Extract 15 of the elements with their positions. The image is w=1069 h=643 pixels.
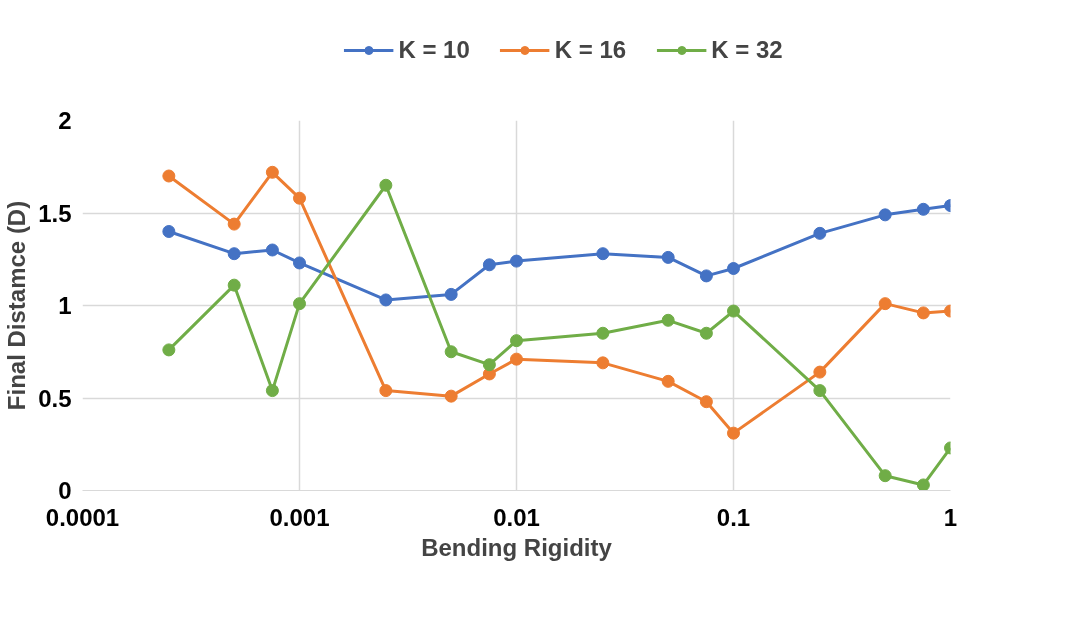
legend-label: K = 32: [711, 36, 783, 64]
y-tick-label: 1: [58, 292, 72, 319]
y-tick-label: 0.5: [38, 384, 72, 412]
x-tick-label: 0.0001: [45, 503, 120, 531]
y-tick-label: 0: [58, 477, 72, 504]
y-tick-label: 1.5: [38, 199, 72, 227]
x-tick-label: 0.1: [716, 503, 751, 531]
x-tick-label: 0.001: [269, 503, 330, 531]
x-tick-label: 0.01: [493, 503, 540, 531]
legend-label: K = 16: [554, 36, 627, 64]
x-axis-title: Bending Rigidity: [421, 533, 613, 561]
x-tick-label: 1: [943, 503, 958, 531]
y-axis-title: Final Distamce (D): [3, 200, 31, 411]
legend-label: K = 10: [398, 36, 470, 64]
y-tick-label: 2: [58, 107, 72, 134]
